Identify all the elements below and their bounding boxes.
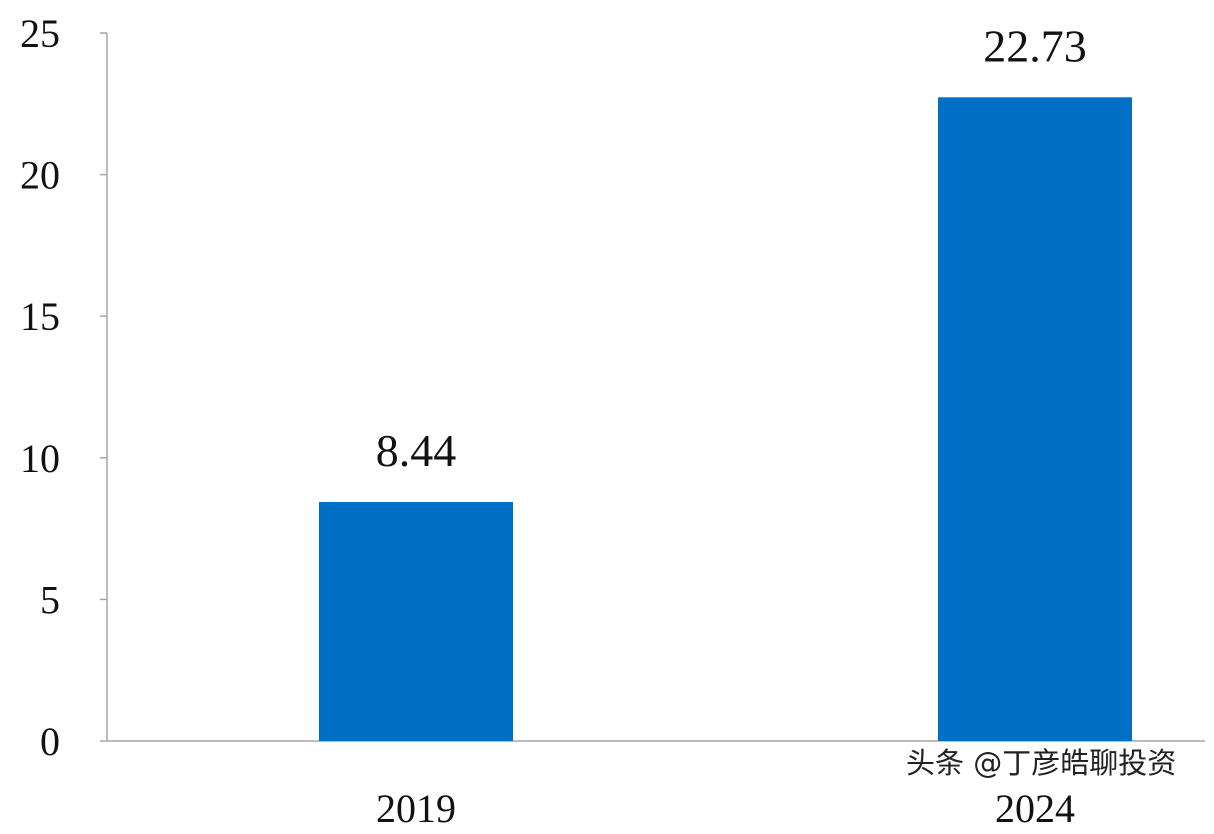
y-tick-label: 10 xyxy=(20,436,60,481)
data-label: 22.73 xyxy=(983,20,1087,71)
bar-2024 xyxy=(938,97,1132,742)
bar-2019 xyxy=(319,501,513,741)
y-tick-label: 5 xyxy=(40,577,60,622)
data-label: 8.44 xyxy=(376,425,457,476)
y-tick-label: 25 xyxy=(20,11,60,56)
watermark: 头条 @丁彦皓聊投资 xyxy=(906,746,1177,780)
x-tick-label: 2019 xyxy=(376,786,456,831)
y-tick-label: 20 xyxy=(20,153,60,198)
x-tick-label: 2024 xyxy=(995,786,1075,831)
y-tick-label: 15 xyxy=(20,294,60,339)
y-tick-label: 0 xyxy=(40,719,60,764)
